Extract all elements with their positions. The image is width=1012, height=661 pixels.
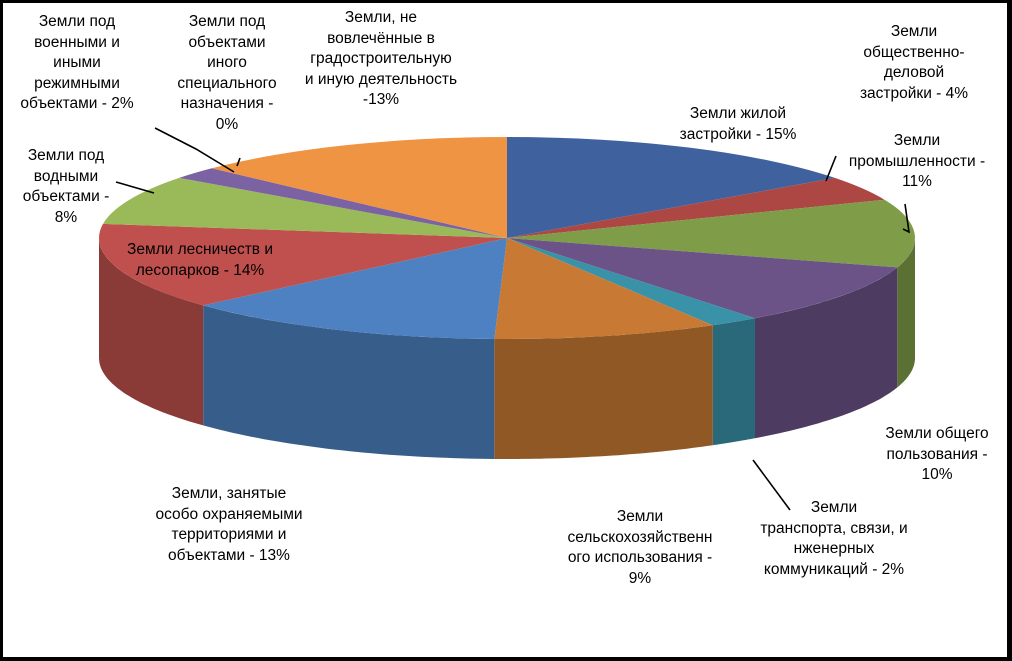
slice-label-1: Земли общественно- деловой застройки - 4… bbox=[859, 23, 969, 102]
leader-line-0 bbox=[825, 155, 837, 182]
pie-side-3 bbox=[755, 267, 898, 439]
slice-label-8: Земли под водными объектами - 8% bbox=[22, 147, 110, 226]
slice-label-11: Земли, не вовлечённые в градостроительну… bbox=[304, 9, 458, 108]
pie-slice-3 bbox=[507, 238, 898, 319]
pie-slice-0 bbox=[507, 137, 835, 238]
slice-label-4: Земли транспорта, связи, и нженерных ком… bbox=[760, 499, 908, 578]
slice-label-6: Земли, занятые особо охраняемыми террито… bbox=[155, 485, 303, 564]
pie-sides bbox=[99, 238, 915, 459]
pie-side-4 bbox=[712, 318, 755, 446]
pie-slice-8 bbox=[103, 177, 507, 238]
slice-label-5: Земли сельскохозяйственн ого использован… bbox=[567, 508, 713, 587]
slice-label-7: Земли лесничеств и лесопарков - 14% bbox=[126, 241, 274, 279]
leader-line-3 bbox=[115, 181, 155, 194]
slice-label-9: Земли под военными и иными режимными объ… bbox=[20, 13, 134, 112]
pie-slice-5 bbox=[494, 238, 713, 340]
pie-slice-9 bbox=[179, 168, 507, 238]
leader-line-2 bbox=[752, 459, 791, 511]
leader-line-4 bbox=[154, 127, 235, 173]
pie-slice-4 bbox=[507, 238, 755, 326]
slice-label-10: Земли под объектами иного специального н… bbox=[177, 13, 277, 133]
pie-side-6 bbox=[203, 305, 495, 459]
pie-side-5 bbox=[494, 325, 713, 459]
pie-slice-1 bbox=[507, 177, 885, 238]
slice-label-0: Земли жилой застройки - 15% bbox=[679, 105, 797, 143]
pie-tops bbox=[99, 137, 915, 340]
pie-side-2 bbox=[897, 238, 915, 388]
leader-lines bbox=[115, 127, 911, 511]
pie-slice-7 bbox=[99, 223, 507, 306]
slice-label-2: Земли промышленности - 11% bbox=[848, 132, 986, 190]
slice-label-3: Земли общего пользования - 10% bbox=[885, 425, 989, 483]
pie-slice-6 bbox=[203, 238, 507, 339]
pie-side-7 bbox=[99, 238, 204, 426]
pie-slice-11 bbox=[211, 137, 508, 238]
pie-slice-2 bbox=[507, 199, 915, 268]
leader-line-1 bbox=[902, 203, 911, 234]
leader-line-5 bbox=[236, 157, 241, 167]
